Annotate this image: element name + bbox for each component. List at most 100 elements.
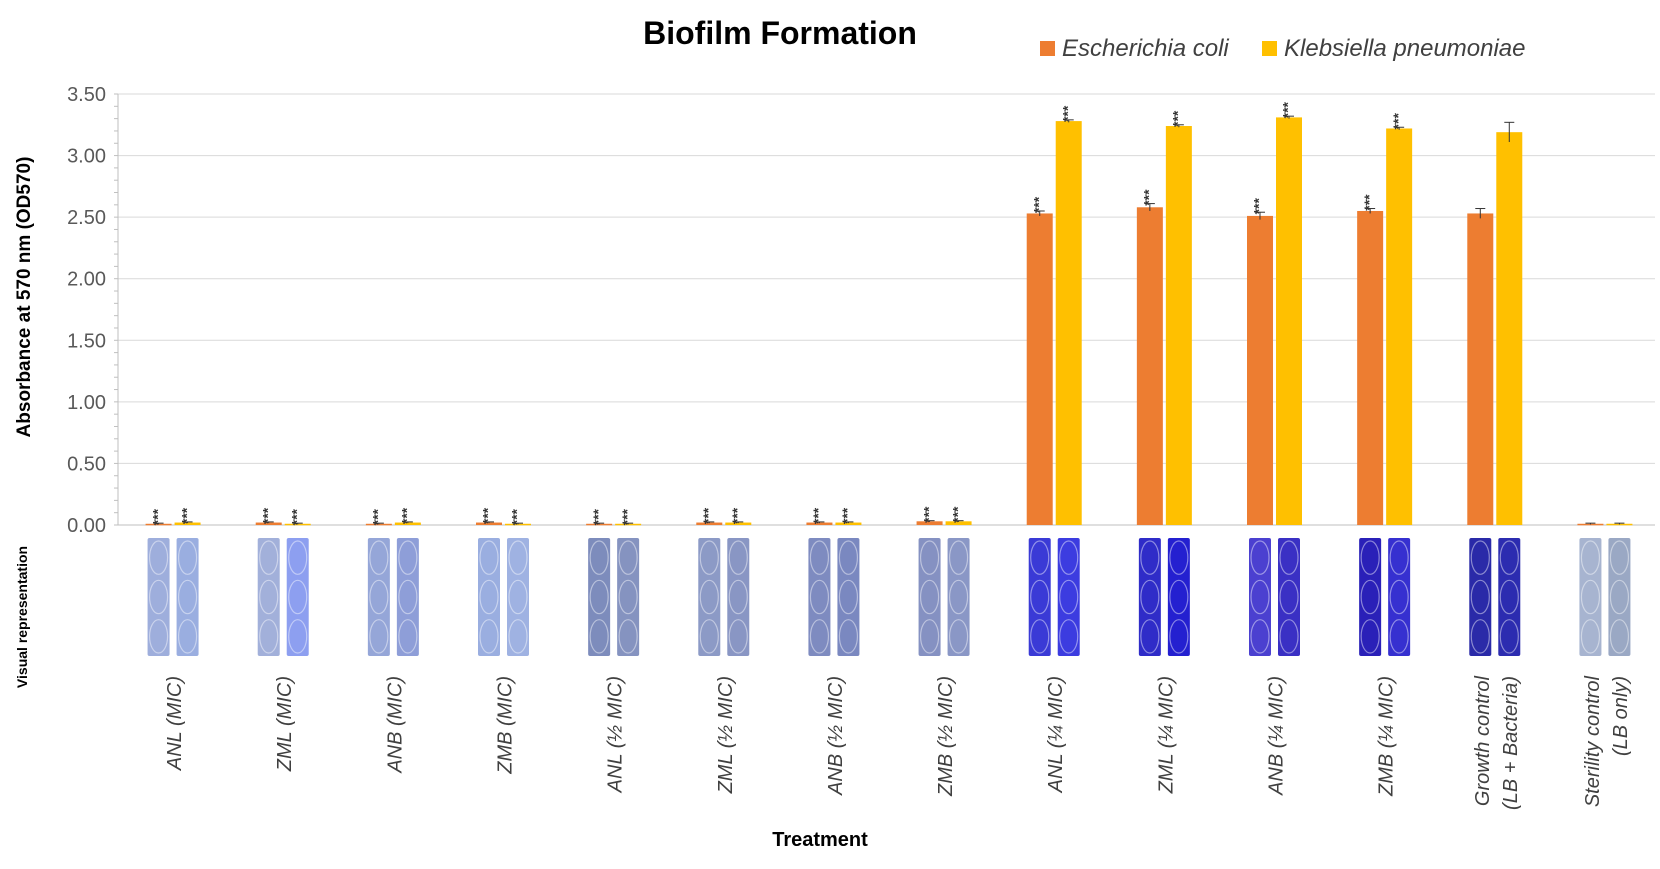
significance-label: *** — [370, 508, 386, 525]
significance-label: *** — [810, 507, 826, 524]
well — [1499, 619, 1519, 654]
well-strip — [1278, 538, 1300, 656]
legend: Escherichia coli Klebsiella pneumoniae — [1040, 35, 1526, 62]
bar — [1136, 207, 1163, 525]
well-strip — [257, 538, 280, 656]
well — [948, 579, 969, 615]
well — [1580, 540, 1601, 575]
well — [259, 619, 279, 654]
x-tick-label: ANB (MIC) — [384, 676, 406, 774]
x-tick-label: ANL (½ MIC) — [605, 676, 627, 793]
x-axis-title: Treatment — [772, 829, 868, 851]
bar — [174, 522, 201, 525]
well — [1609, 579, 1630, 615]
x-tick-label: ZMB (½ MIC) — [935, 676, 957, 797]
significance-label: *** — [288, 508, 304, 525]
bars: *** *** *** *** *** *** *** *** *** *** *** *** *** *… — [145, 101, 1633, 526]
well — [589, 540, 609, 575]
bar — [1055, 121, 1082, 525]
well — [369, 540, 389, 575]
bar — [696, 522, 723, 525]
well — [618, 619, 638, 654]
well — [148, 540, 169, 575]
significance-label: *** — [480, 507, 496, 524]
well — [1609, 619, 1630, 654]
well — [1499, 540, 1519, 575]
well — [919, 540, 940, 575]
well — [728, 619, 748, 654]
x-tick-label: ZMB (¼ MIC) — [1376, 676, 1398, 797]
x-tick-label: (LB only) — [1610, 676, 1632, 756]
well — [369, 579, 389, 615]
bar — [945, 521, 972, 525]
well — [288, 579, 308, 615]
significance-label: *** — [1361, 194, 1377, 211]
well — [728, 579, 748, 615]
well — [479, 619, 499, 654]
x-tick-label: (LB + Bacteria) — [1500, 676, 1522, 810]
x-tick-label: ZML (¼ MIC) — [1155, 676, 1177, 794]
y-tick-label: 3.00 — [67, 146, 106, 168]
bar — [1467, 213, 1494, 525]
bar — [1606, 523, 1633, 526]
well-strip — [1498, 538, 1521, 656]
significance-label: *** — [1280, 101, 1296, 118]
bar — [1577, 523, 1604, 526]
well-strip — [588, 538, 611, 656]
bar — [916, 521, 943, 525]
well — [508, 619, 528, 654]
significance-label: *** — [700, 507, 716, 524]
significance-label: *** — [178, 507, 194, 524]
bar — [1247, 215, 1273, 525]
legend-swatch-ecoli — [1040, 41, 1055, 56]
y-tick-label: 1.00 — [67, 392, 106, 414]
well — [479, 579, 499, 615]
x-tick-label: ANB (½ MIC) — [825, 676, 847, 796]
well-strip — [918, 538, 941, 656]
well — [1059, 619, 1079, 654]
well — [1470, 540, 1490, 575]
well — [1389, 619, 1409, 654]
well-strip — [947, 538, 970, 656]
x-tick-label: ZML (½ MIC) — [715, 676, 737, 794]
significance-label: *** — [1251, 198, 1267, 215]
well-strip — [1138, 538, 1161, 656]
significance-label: *** — [590, 508, 606, 525]
well — [589, 619, 609, 654]
bar — [255, 522, 282, 525]
well — [259, 540, 279, 575]
well — [919, 619, 940, 654]
well — [288, 619, 308, 654]
well-strip — [1608, 538, 1631, 656]
well — [398, 540, 418, 575]
bar — [586, 523, 613, 526]
well — [838, 540, 859, 575]
well-strips — [147, 538, 1631, 656]
well — [1279, 619, 1299, 654]
bar — [365, 523, 392, 526]
well — [838, 619, 859, 654]
gridlines — [118, 93, 1655, 526]
well-strip — [1057, 538, 1080, 656]
well — [1470, 579, 1490, 615]
well — [1030, 619, 1050, 654]
well-strip — [1469, 538, 1492, 656]
well — [479, 540, 499, 575]
significance-label: *** — [1030, 196, 1046, 213]
well-strip — [1249, 538, 1271, 656]
bar — [806, 522, 833, 525]
bar — [145, 523, 172, 526]
bar — [505, 523, 531, 526]
well — [1360, 619, 1380, 654]
y-tick-label: 2.50 — [67, 207, 106, 229]
x-tick-label: Growth control — [1472, 675, 1494, 806]
bar — [394, 522, 421, 525]
significance-label: *** — [1170, 110, 1186, 127]
well — [618, 579, 638, 615]
well-strip — [396, 538, 419, 656]
well — [919, 579, 940, 615]
well — [508, 540, 528, 575]
well — [1140, 619, 1160, 654]
well — [398, 579, 418, 615]
well — [699, 579, 719, 615]
